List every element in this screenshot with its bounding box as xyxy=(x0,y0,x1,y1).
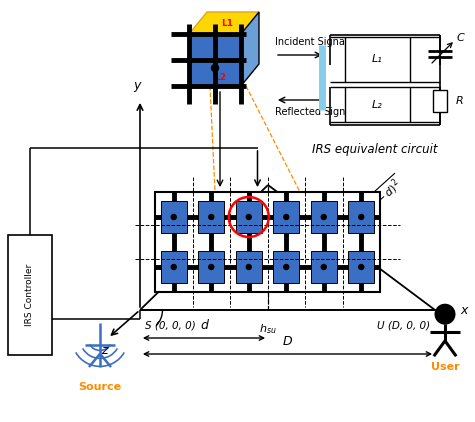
Circle shape xyxy=(435,304,455,324)
Circle shape xyxy=(359,265,364,270)
Circle shape xyxy=(246,265,251,270)
Text: L₁: L₁ xyxy=(371,54,382,64)
Bar xyxy=(155,192,380,292)
Bar xyxy=(189,34,241,86)
Text: IRS equivalent circuit: IRS equivalent circuit xyxy=(312,143,438,156)
Circle shape xyxy=(209,265,214,270)
Text: $\theta_i$: $\theta_i$ xyxy=(162,281,173,296)
Circle shape xyxy=(321,265,326,270)
Text: Source: Source xyxy=(78,382,122,392)
Circle shape xyxy=(321,214,326,219)
Bar xyxy=(348,201,374,233)
Text: U (D, 0, 0): U (D, 0, 0) xyxy=(377,320,430,330)
Text: z: z xyxy=(101,344,107,357)
Circle shape xyxy=(211,65,218,71)
Text: D: D xyxy=(283,335,292,348)
Text: L2: L2 xyxy=(214,73,226,82)
Bar xyxy=(433,90,447,112)
Text: Reflected Signal: Reflected Signal xyxy=(275,107,354,117)
Text: L1: L1 xyxy=(221,19,233,29)
Text: S (0, 0, 0): S (0, 0, 0) xyxy=(145,320,196,330)
Bar xyxy=(161,201,187,233)
Circle shape xyxy=(209,214,214,219)
Bar xyxy=(161,251,187,283)
Text: Incident Signal: Incident Signal xyxy=(275,37,348,47)
Bar xyxy=(8,235,52,355)
Text: d: d xyxy=(200,319,208,332)
Bar xyxy=(236,251,262,283)
Bar xyxy=(345,87,410,122)
Polygon shape xyxy=(241,12,259,86)
Circle shape xyxy=(359,214,364,219)
Bar xyxy=(345,37,410,82)
Bar xyxy=(236,201,262,233)
Circle shape xyxy=(171,214,176,219)
Text: C: C xyxy=(457,33,465,43)
Bar xyxy=(311,251,337,283)
Bar xyxy=(348,251,374,283)
Bar xyxy=(311,201,337,233)
Text: $h_{su}$: $h_{su}$ xyxy=(259,322,277,336)
Bar xyxy=(198,251,224,283)
Text: IRS Controller: IRS Controller xyxy=(26,264,35,326)
Bar xyxy=(198,201,224,233)
Circle shape xyxy=(284,214,289,219)
Text: L₂: L₂ xyxy=(371,100,382,110)
Text: I (d, H, 0): I (d, H, 0) xyxy=(208,195,263,205)
Text: R: R xyxy=(456,96,464,106)
Text: $\sqrt{d^2+H^2}$: $\sqrt{d^2+H^2}$ xyxy=(162,189,209,243)
Text: x: x xyxy=(460,303,467,316)
Bar xyxy=(273,251,299,283)
Circle shape xyxy=(284,265,289,270)
Text: User: User xyxy=(431,362,459,372)
Circle shape xyxy=(171,265,176,270)
Text: y: y xyxy=(133,79,141,92)
Text: H: H xyxy=(276,241,288,254)
Circle shape xyxy=(246,214,251,219)
Bar xyxy=(273,201,299,233)
Polygon shape xyxy=(189,12,259,34)
Text: $\sqrt{d^2+(D-d)^2}$: $\sqrt{d^2+(D-d)^2}$ xyxy=(332,173,407,243)
